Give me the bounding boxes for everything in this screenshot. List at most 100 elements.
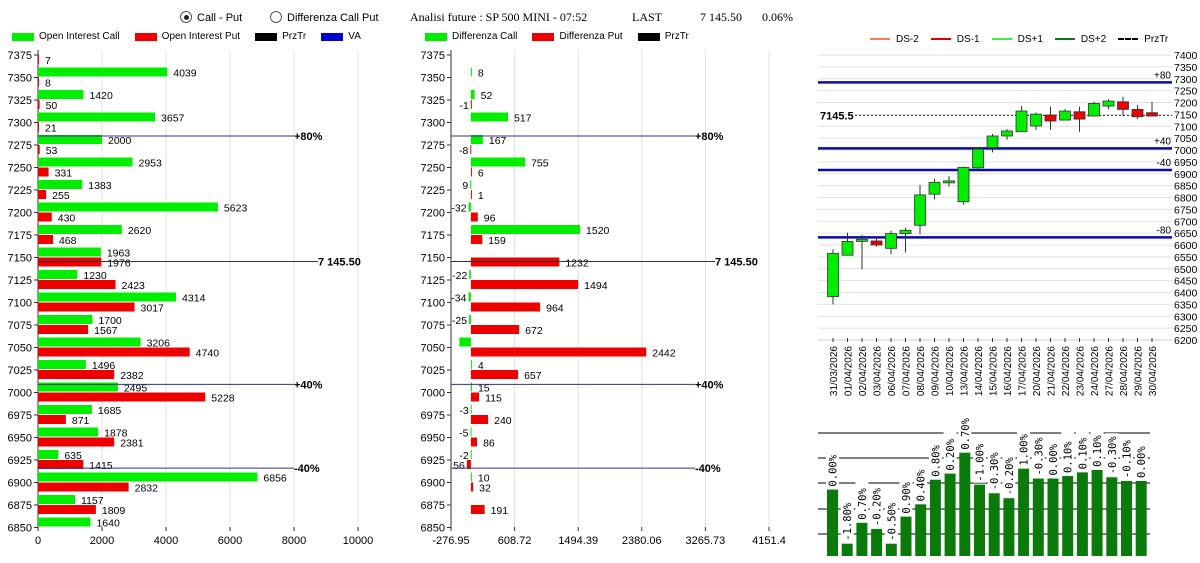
put-bar — [470, 505, 485, 514]
call-bar — [38, 112, 156, 122]
y-tick-label: 7125 — [8, 275, 32, 287]
va-label: +80% — [294, 131, 323, 143]
bar-value-label: -0.50% — [886, 502, 898, 541]
candle-body — [1030, 113, 1042, 127]
y-tick-label: 7300 — [1174, 74, 1198, 86]
y-tick-label: 7200 — [421, 208, 445, 220]
date-label: 30/04/2026 — [1148, 346, 1159, 396]
date-label: 03/04/2026 — [873, 346, 884, 396]
y-tick-label: 6950 — [1174, 157, 1198, 169]
przt-label: 7145.5 — [820, 110, 854, 122]
label-bg — [928, 435, 942, 478]
radio-differenza[interactable]: Differenza Call Put — [270, 11, 379, 24]
change-bar — [827, 489, 838, 556]
bar-value-label: 191 — [491, 505, 509, 517]
y-tick-label: 7250 — [8, 163, 32, 175]
date-label: 07/04/2026 — [902, 346, 913, 396]
change-bar — [871, 528, 883, 556]
radio-unselected-icon — [270, 11, 282, 23]
candle-body — [827, 252, 839, 297]
bar-value-label: -25 — [452, 315, 467, 327]
bar-value-label: 0.90% — [901, 481, 913, 513]
candle-body — [1059, 110, 1071, 121]
call-bar — [38, 225, 122, 234]
bar-value-label: -3 — [459, 405, 468, 417]
y-tick-label: 7150 — [1174, 109, 1198, 121]
y-tick-label: 6600 — [1174, 240, 1198, 252]
candle-body — [1131, 108, 1144, 118]
y-tick-label: 7075 — [8, 320, 32, 332]
legend-item: VA — [321, 31, 361, 42]
bar-value-label: -32 — [451, 203, 466, 215]
label-bg — [943, 429, 957, 472]
call-bar — [469, 270, 471, 279]
bar-value-label: 4740 — [196, 348, 220, 360]
bar-value-label: 1700 — [98, 315, 122, 327]
call-bar — [38, 337, 141, 347]
y-tick-label: 6850 — [8, 523, 32, 535]
label-bg — [1120, 436, 1133, 479]
candle-body — [1117, 101, 1129, 110]
change-bar — [841, 543, 853, 556]
y-tick-label: 7000 — [1174, 145, 1198, 157]
y-tick-label: 7100 — [8, 298, 32, 310]
radio-call-put[interactable]: Call - Put — [180, 11, 242, 24]
put-bar — [470, 302, 541, 312]
put-bar — [38, 325, 89, 334]
bar-value-label: 50 — [46, 100, 58, 112]
bar-value-label: -0.30% — [1033, 437, 1045, 476]
call-bar — [468, 292, 471, 302]
put-bar — [470, 482, 474, 492]
bar-value-label: 0.70% — [960, 417, 972, 449]
va-label: +80% — [695, 131, 724, 143]
bar-value-label: 2620 — [128, 225, 152, 237]
change-bar — [1135, 480, 1147, 556]
candle-body — [1044, 114, 1057, 122]
bar-value-label: -1 — [459, 100, 468, 112]
call-bar — [38, 472, 258, 482]
put-bar — [38, 235, 53, 244]
legend-candles: DS-2 DS-1 DS+1 DS+2 PrzTr — [870, 31, 1180, 45]
candle-body — [928, 181, 941, 195]
legend-item: DS-1 — [930, 34, 980, 45]
put-bar — [38, 77, 39, 87]
y-tick-label: 6975 — [8, 410, 32, 422]
bar-value-label: 2832 — [135, 483, 159, 495]
bar-value-label: 8 — [478, 68, 484, 80]
y-tick-label: 7000 — [8, 388, 32, 400]
put-bar — [38, 145, 40, 154]
x-tick-label: 6000 — [218, 535, 242, 547]
change-bar — [988, 493, 1000, 556]
bar-value-label: 21 — [45, 123, 57, 135]
bar-value-label: -34 — [451, 293, 466, 305]
bar-value-label: 2000 — [108, 135, 132, 147]
change-percent: 0.06% — [762, 10, 793, 24]
y-tick-label: 6950 — [8, 433, 32, 445]
y-tick-label: 7300 — [8, 118, 32, 130]
y-tick-label: 7375 — [8, 50, 32, 62]
y-tick-label: 6650 — [1174, 228, 1198, 240]
y-tick-label: 6950 — [421, 433, 445, 445]
label-bg — [1031, 434, 1045, 477]
y-tick-label: 7025 — [8, 365, 32, 377]
put-bar — [470, 212, 478, 222]
date-label: 15/04/2026 — [989, 346, 1000, 396]
bar-value-label: -0.10% — [1122, 439, 1134, 478]
y-tick-label: 7275 — [421, 140, 445, 152]
call-bar — [470, 405, 472, 414]
call-bar — [38, 315, 93, 324]
put-bar — [470, 167, 472, 177]
change-bar — [1032, 478, 1044, 556]
put-bar — [466, 460, 471, 469]
date-label: 28/04/2026 — [1119, 346, 1130, 396]
call-bar — [38, 405, 92, 414]
y-tick-label: 7175 — [8, 230, 32, 242]
call-bar — [38, 247, 101, 257]
change-bar — [1018, 468, 1030, 556]
candle-body — [986, 135, 999, 149]
call-bar — [38, 180, 83, 189]
label-bg — [870, 484, 884, 527]
call-bar — [470, 360, 472, 369]
bar-value-label: 2953 — [138, 158, 162, 170]
call-bar — [38, 202, 218, 212]
